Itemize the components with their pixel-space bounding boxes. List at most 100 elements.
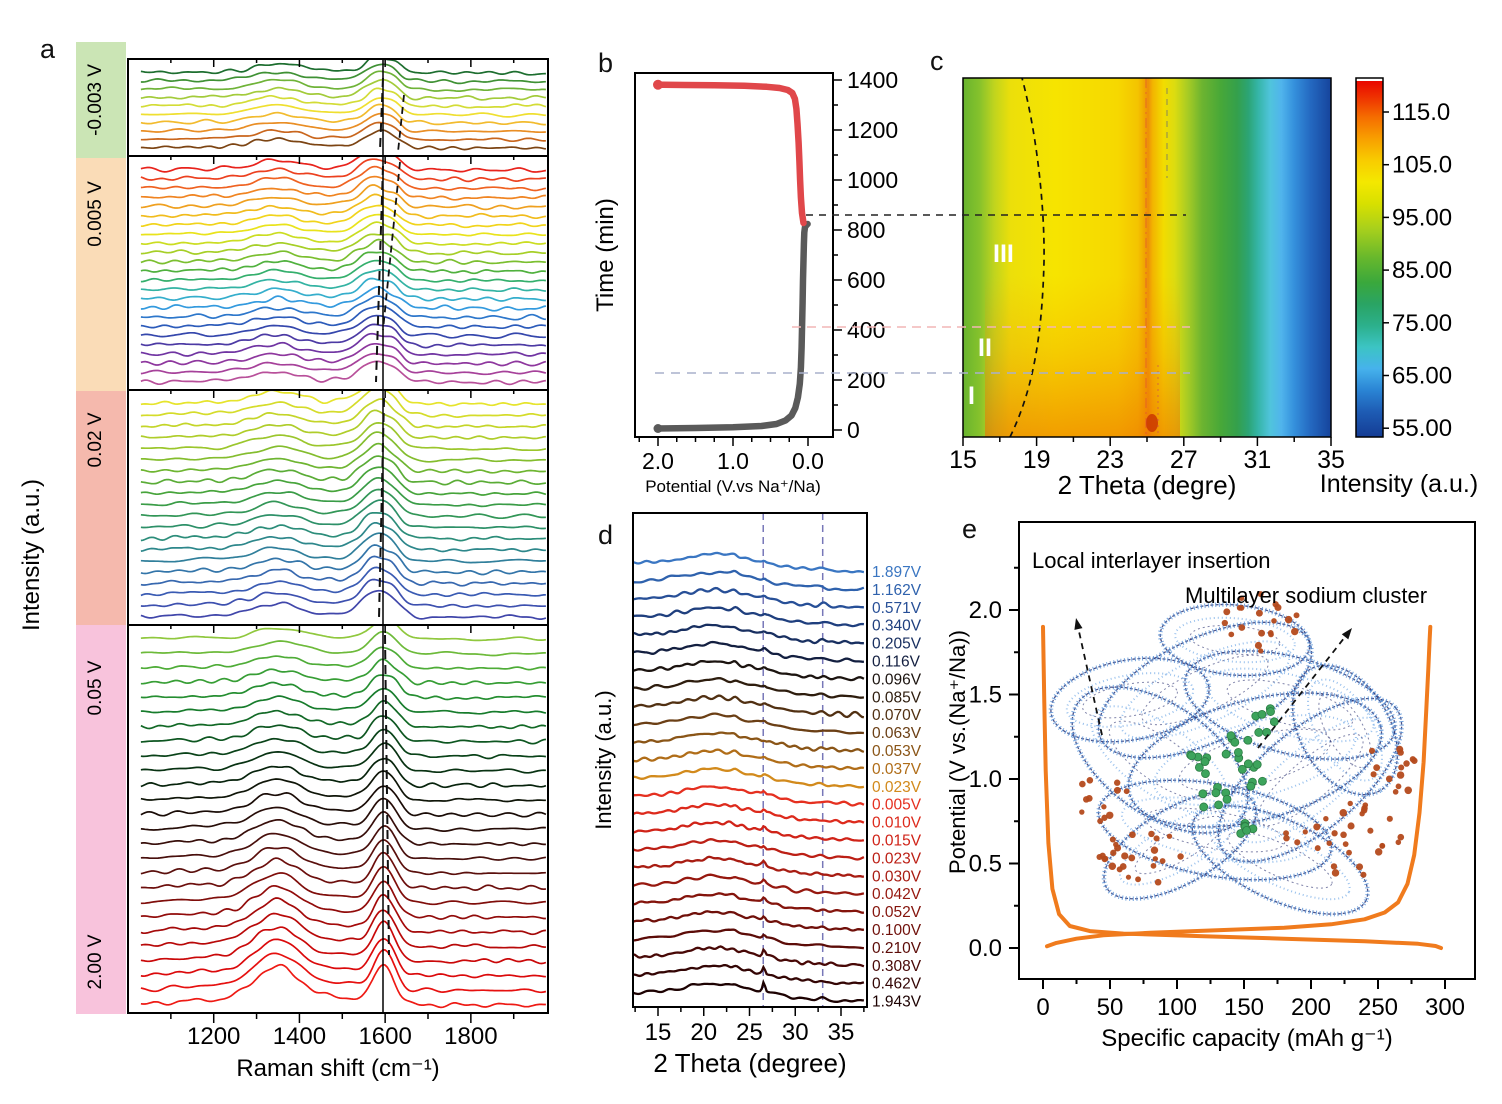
raman-spectrum-curve bbox=[140, 625, 547, 642]
raman-spectrum-curve bbox=[140, 455, 547, 486]
raman-spectrum-curve bbox=[140, 909, 546, 950]
charge-curve bbox=[654, 81, 807, 227]
raman-spectrum-curve bbox=[140, 949, 547, 994]
voltage-band-label: 0.02 V bbox=[85, 412, 106, 467]
sodium-ion-dot bbox=[1283, 834, 1290, 842]
sodium-ion-dot bbox=[1255, 609, 1263, 617]
xrd-voltage-label: 0.005V bbox=[872, 797, 922, 814]
raman-spectrum-curve bbox=[140, 165, 547, 192]
voltage-band-label: 0.05 V bbox=[85, 660, 106, 715]
colorbar-tick-label: 105.0 bbox=[1392, 152, 1452, 179]
xrd-voltage-label: 0.070V bbox=[872, 707, 922, 724]
sodium-ion-dot bbox=[1370, 771, 1377, 778]
xrd-pattern-curve bbox=[633, 802, 865, 825]
sodium-ion-dot bbox=[1101, 855, 1108, 863]
sodium-ion-dot bbox=[1223, 608, 1231, 616]
colorbar-tick-label: 115.0 bbox=[1392, 99, 1450, 126]
sodium-ion-dot bbox=[1360, 871, 1367, 878]
panel-d-y-axis-label: Intensity (a.u.) bbox=[591, 690, 616, 830]
panel-d-x-tick-label: 15 bbox=[645, 1019, 672, 1046]
panel-d-x-tick-label: 20 bbox=[690, 1019, 717, 1046]
panel-a-x-tick-label: 1600 bbox=[358, 1023, 411, 1050]
colorbar-frame bbox=[1355, 77, 1384, 438]
sodium-cluster-dot bbox=[1187, 751, 1197, 761]
raman-spectrum-curve bbox=[140, 687, 547, 715]
heatmap-hot-spot bbox=[1146, 414, 1158, 432]
raman-spectrum-curve bbox=[140, 342, 547, 367]
xrd-pattern-curve bbox=[633, 551, 865, 574]
panel-a-y-axis-label: Intensity (a.u.) bbox=[18, 478, 45, 632]
voltage-band bbox=[76, 625, 126, 1014]
panel-a-x-tick-label: 1200 bbox=[187, 1023, 240, 1050]
panel-e-letter: e bbox=[962, 514, 978, 544]
panel-b-time-tick-label: 0 bbox=[847, 417, 860, 443]
sodium-ion-dot bbox=[1323, 815, 1329, 822]
raman-spectrum-curve bbox=[140, 963, 546, 1009]
sodium-ion-dot bbox=[1148, 830, 1155, 838]
voltage-band-label: -0.003 V bbox=[85, 64, 106, 136]
raman-spectrum-curve bbox=[140, 646, 546, 671]
sodium-ion-dot bbox=[1123, 788, 1130, 795]
sodium-ion-dot bbox=[1116, 866, 1123, 873]
subpanel-frame bbox=[127, 624, 549, 1014]
raman-spectrum-curve bbox=[140, 295, 547, 321]
sodium-ion-dot bbox=[1128, 854, 1136, 862]
xrd-voltage-label: 0.116V bbox=[872, 654, 921, 671]
sodium-ion-dot bbox=[1114, 844, 1122, 852]
region-label-II: II bbox=[978, 334, 992, 362]
panel-c-x-tick-label: 35 bbox=[1317, 446, 1345, 474]
raman-spectrum-curve bbox=[140, 175, 546, 201]
xrd-curves bbox=[633, 513, 865, 1007]
panel-e-y-tick-label: 1.5 bbox=[969, 682, 1002, 709]
g-peak-dashed-guide bbox=[378, 397, 385, 619]
sodium-cluster-dot bbox=[1211, 788, 1221, 798]
xrd-pattern-curve bbox=[633, 838, 865, 861]
raman-spectrum-curve bbox=[140, 332, 547, 357]
panel-e-frame bbox=[1018, 521, 1476, 980]
nanotube-ring bbox=[1157, 602, 1313, 678]
sodium-cluster-dot bbox=[1201, 769, 1210, 779]
sodium-ion-dot bbox=[1152, 856, 1159, 862]
sodium-ion-dot bbox=[1150, 846, 1159, 854]
nanotube-ring bbox=[1048, 655, 1212, 745]
annotation-local-interlayer-insertion: Local interlayer insertion bbox=[1032, 548, 1271, 573]
raman-spectrum-curve bbox=[140, 87, 547, 109]
raman-spectrum-curve bbox=[140, 742, 546, 774]
g-peak-dashed-guide bbox=[375, 165, 384, 383]
xrd-voltage-label: 0.053V bbox=[872, 743, 922, 760]
voltage-band bbox=[76, 158, 126, 391]
xrd-voltage-label: 0.462V bbox=[872, 976, 922, 993]
panel-c-x-tick-label: 27 bbox=[1170, 446, 1198, 474]
panel-b-time-tick-label: 1400 bbox=[847, 67, 898, 93]
g-peak-dashed-guide bbox=[379, 77, 384, 151]
sodium-ion-dot bbox=[1396, 771, 1405, 779]
sodium-ion-dot bbox=[1330, 863, 1338, 870]
sodium-ion-dot bbox=[1079, 780, 1086, 788]
xrd-pattern-curve bbox=[633, 605, 865, 628]
sodium-ion-dot bbox=[1326, 840, 1332, 846]
sodium-ion-dot bbox=[1373, 764, 1381, 772]
xrd-pattern-curve bbox=[633, 676, 865, 699]
sodium-ion-dot bbox=[1159, 858, 1166, 864]
raman-subpanel bbox=[140, 390, 547, 620]
discharge-curve bbox=[1041, 624, 1443, 950]
sodium-ion-dot bbox=[1097, 818, 1104, 824]
raman-spectrum-curve bbox=[140, 715, 547, 745]
sodium-cluster-dot bbox=[1243, 759, 1253, 769]
raman-spectrum-curve bbox=[140, 544, 547, 576]
sodium-ion-dot bbox=[1274, 604, 1282, 612]
raman-spectrum-curve bbox=[140, 390, 546, 407]
panel-b-time-tick-label: 200 bbox=[847, 367, 885, 393]
raman-spectrum-curve bbox=[140, 398, 546, 429]
colorbar-label: Intensity (a.u.) bbox=[1319, 470, 1479, 498]
sodium-ion-dot bbox=[1293, 612, 1300, 619]
xrd-pattern-curve bbox=[633, 659, 865, 682]
sodium-ion-dot bbox=[1096, 854, 1103, 861]
sodium-ion-dot bbox=[1302, 829, 1308, 835]
raman-spectrum-curve bbox=[140, 268, 547, 293]
voltage-band bbox=[76, 42, 126, 158]
raman-spectrum-curve bbox=[140, 770, 546, 803]
xrd-pattern-curve bbox=[633, 945, 865, 968]
xrd-voltage-label: 0.210V bbox=[872, 940, 922, 957]
xrd-pattern-curve bbox=[633, 820, 865, 842]
